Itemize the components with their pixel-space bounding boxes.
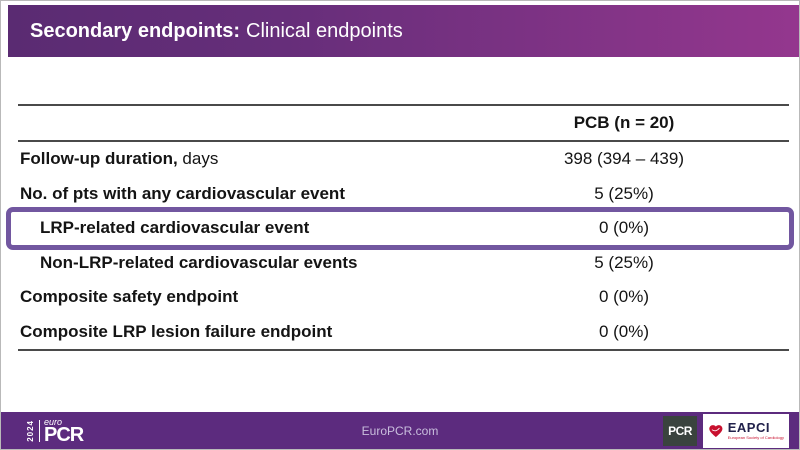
row-value: 398 (394 – 439) [563, 149, 685, 169]
eapci-badge: EAPCI European Society of Cardiology [703, 413, 789, 448]
row-label: Composite safety endpoint [18, 287, 459, 307]
eapci-heart-icon [709, 424, 723, 437]
table-row: Non-LRP-related cardiovascular events 5 (… [18, 246, 789, 281]
table-row-highlighted: LRP-related cardiovascular event 0 (0%) [6, 207, 794, 249]
table-rows: Follow-up duration, days 398 (394 – 439) N… [6, 142, 794, 350]
footer-badges: PCR EAPCI European Society of Cardiology [663, 413, 789, 448]
header-title-regular: Clinical endpoints [246, 19, 403, 42]
eapci-name: EAPCI [727, 420, 770, 435]
row-label: LRP-related cardiovascular event [18, 218, 459, 238]
row-label-bold: Non-LRP-related cardiovascular events [40, 252, 358, 272]
table-row: No. of pts with any cardiovascular event… [18, 177, 789, 212]
slide-footer: 2024 euro PCR EuroPCR.com PCR EAPCI Euro… [1, 412, 799, 449]
pcr-badge: PCR [663, 415, 697, 446]
row-label-bold: Follow-up duration, [20, 149, 178, 169]
row-label: No. of pts with any cardiovascular event [18, 184, 459, 204]
table-header-row: PCB (n = 20) [18, 106, 789, 140]
logo-euro-text: euro [44, 416, 63, 427]
logo-separator [39, 419, 40, 442]
slide-header: Secondary endpoints: Clinical endpoints [8, 5, 799, 57]
europcr-logo: 2024 euro PCR [26, 416, 84, 446]
row-value: 0 (0%) [598, 287, 650, 307]
footer-website: EuroPCR.com [361, 423, 439, 438]
table-row: Follow-up duration, days 398 (394 – 439) [18, 142, 789, 177]
header-title-bold: Secondary endpoints: [30, 19, 241, 42]
row-label: Non-LRP-related cardiovascular events [18, 253, 459, 273]
table-column-header: PCB (n = 20) [573, 113, 675, 132]
table-header-rule [18, 140, 789, 142]
row-label-regular: days [177, 149, 219, 169]
table-top-rule [18, 104, 789, 106]
logo-pcr-text: PCR [44, 423, 84, 446]
eapci-tagline: European Society of Cardiology [727, 435, 784, 440]
row-label-bold: Composite LRP lesion failure endpoint [20, 321, 333, 341]
row-label-bold: LRP-related cardiovascular event [40, 218, 310, 238]
endpoints-table: PCB (n = 20) Follow-up duration, days 398… [6, 104, 794, 351]
row-label-bold: Composite safety endpoint [20, 287, 239, 307]
row-value: 0 (0%) [598, 218, 650, 238]
table-row: Composite LRP lesion failure endpoint 0 (… [18, 315, 789, 350]
row-value: 0 (0%) [598, 321, 650, 341]
row-label: Follow-up duration, days [18, 149, 459, 169]
row-label-bold: No. of pts with any cardiovascular event [20, 183, 345, 203]
table-bottom-rule [18, 349, 789, 351]
row-value: 5 (25%) [594, 252, 654, 272]
row-label: Composite LRP lesion failure endpoint [18, 322, 459, 342]
row-value: 5 (25%) [594, 183, 654, 203]
table-row: Composite safety endpoint 0 (0%) [18, 280, 789, 315]
